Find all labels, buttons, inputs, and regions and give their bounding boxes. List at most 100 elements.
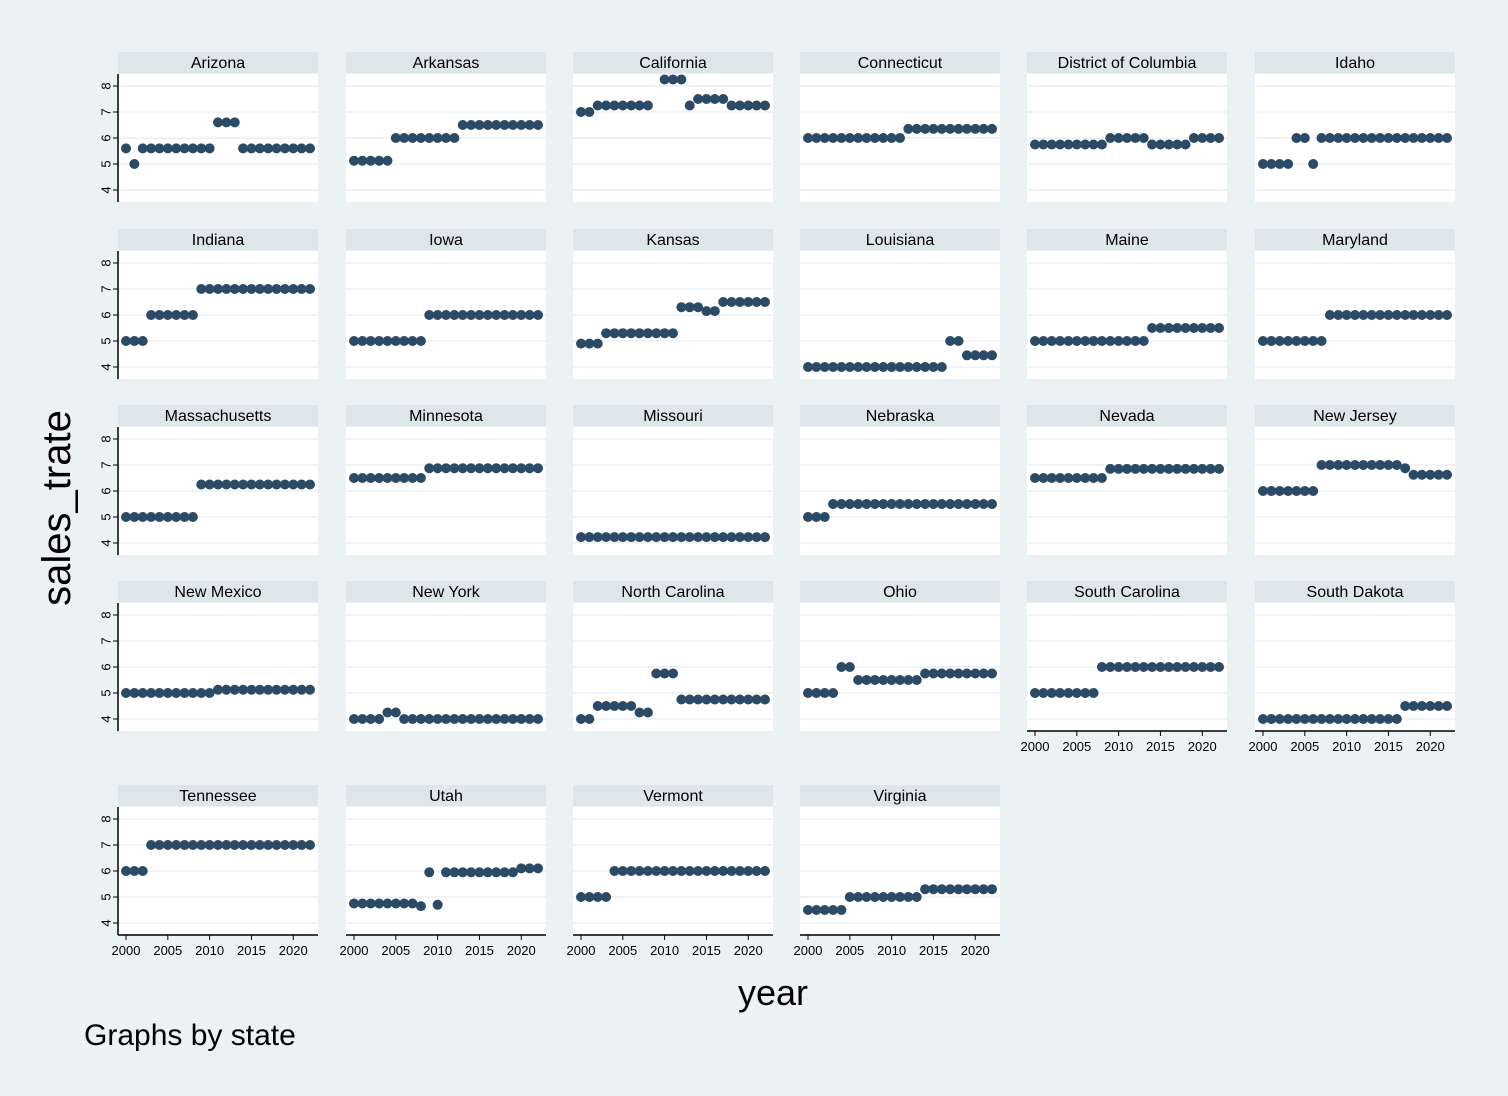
data-point: [246, 684, 257, 695]
y-tick-label: 6: [99, 311, 114, 318]
data-point: [1258, 714, 1268, 724]
data-point: [441, 867, 451, 878]
data-point: [853, 892, 864, 902]
data-point: [1391, 714, 1402, 724]
data-point: [1080, 473, 1091, 483]
data-point: [576, 714, 586, 724]
data-point: [953, 884, 964, 895]
data-point: [288, 284, 299, 294]
panel-title: North Carolina: [621, 584, 724, 601]
data-point: [1383, 714, 1394, 724]
panel-title-strip: [1255, 405, 1455, 426]
data-point: [1055, 688, 1066, 698]
data-point: [399, 714, 410, 724]
data-point: [861, 892, 872, 902]
data-point: [609, 100, 620, 111]
panel-title-strip: [1255, 52, 1455, 73]
data-point: [171, 143, 182, 154]
data-point: [146, 840, 157, 850]
data-point: [718, 94, 729, 104]
data-point: [121, 143, 131, 154]
data-point: [1299, 714, 1310, 724]
data-point: [734, 532, 745, 543]
data-point: [1055, 473, 1066, 483]
x-tick-label: 2020: [734, 943, 763, 958]
data-point: [171, 310, 182, 320]
data-point: [734, 866, 745, 876]
data-point: [162, 310, 173, 320]
data-point: [576, 338, 586, 349]
data-point: [1274, 159, 1285, 169]
data-point: [709, 694, 720, 705]
data-point: [1416, 310, 1427, 320]
data-point: [634, 707, 645, 718]
data-point: [121, 688, 131, 698]
data-point: [221, 684, 232, 695]
data-point: [878, 499, 889, 509]
data-point: [1366, 133, 1377, 143]
data-point: [1071, 336, 1082, 346]
data-point: [533, 120, 543, 130]
data-point: [1205, 662, 1216, 672]
data-point: [254, 143, 265, 154]
data-point: [970, 350, 981, 361]
x-tick-label: 2005: [835, 943, 864, 958]
data-point: [121, 866, 131, 876]
data-point: [129, 866, 140, 876]
data-point: [399, 133, 410, 143]
data-point: [499, 310, 510, 320]
data-point: [1341, 133, 1352, 143]
data-point: [626, 532, 637, 543]
data-point: [609, 866, 620, 876]
data-point: [1197, 133, 1208, 143]
data-point: [911, 892, 922, 902]
data-point: [1113, 336, 1124, 346]
data-point: [701, 532, 712, 543]
data-point: [811, 512, 822, 522]
data-point: [1197, 463, 1208, 474]
data-point: [533, 463, 543, 474]
x-tick-label: 2020: [507, 943, 536, 958]
data-point: [305, 840, 315, 850]
panel-title: Nebraska: [866, 408, 935, 425]
data-point: [693, 694, 704, 705]
data-point: [1038, 336, 1049, 346]
data-point: [296, 284, 307, 294]
data-point: [357, 473, 368, 483]
data-point: [836, 662, 847, 672]
data-point: [659, 328, 670, 339]
data-point: [246, 840, 257, 850]
data-point: [886, 499, 897, 509]
data-point: [1366, 310, 1377, 320]
data-point: [457, 867, 468, 878]
data-point: [154, 143, 165, 154]
data-point: [903, 123, 914, 134]
data-point: [146, 310, 157, 320]
data-point: [1442, 133, 1452, 143]
data-point: [357, 898, 368, 909]
data-point: [279, 840, 290, 850]
data-point: [279, 143, 290, 154]
panel-title-strip: [346, 785, 546, 806]
panel-title-strip: [800, 229, 1000, 250]
y-tick-label: 7: [99, 841, 114, 848]
data-point: [129, 512, 140, 522]
data-point: [734, 694, 745, 705]
data-point: [668, 866, 678, 876]
data-point: [279, 479, 290, 490]
data-point: [1400, 701, 1411, 711]
data-point: [1214, 463, 1224, 474]
x-tick-label: 2010: [877, 943, 906, 958]
data-point: [1274, 486, 1285, 496]
data-point: [449, 310, 460, 320]
data-point: [1258, 336, 1268, 346]
data-point: [978, 499, 989, 509]
data-point: [1205, 323, 1216, 333]
data-point: [1163, 323, 1174, 333]
data-point: [584, 892, 595, 902]
data-point: [651, 866, 662, 876]
data-point: [466, 120, 477, 130]
panel-title: South Dakota: [1307, 584, 1404, 601]
panel-title-strip: [800, 785, 1000, 806]
data-point: [634, 100, 645, 111]
